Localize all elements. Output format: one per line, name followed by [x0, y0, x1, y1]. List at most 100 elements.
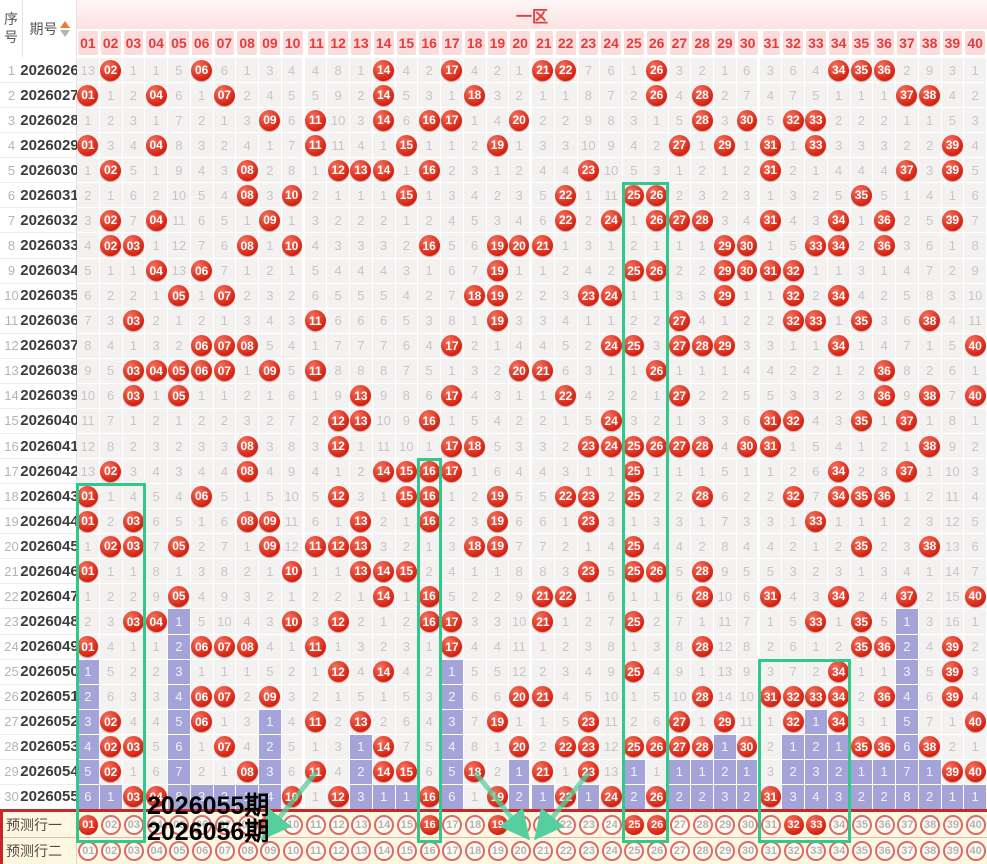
sort-asc-icon[interactable] — [59, 20, 70, 28]
prediction-number-18[interactable]: 18 — [465, 814, 486, 835]
prediction-number-03[interactable]: 03 — [123, 841, 144, 862]
prediction-number-07[interactable]: 07 — [214, 841, 235, 862]
prediction-number-19[interactable]: 19 — [487, 841, 508, 862]
prediction-number-05[interactable]: 05 — [169, 841, 190, 862]
prediction-number-08[interactable]: 08 — [237, 841, 258, 862]
prediction-number-14[interactable]: 14 — [374, 814, 395, 835]
prediction-number-20[interactable]: 20 — [510, 814, 531, 835]
prediction-number-39[interactable]: 39 — [942, 814, 963, 835]
prediction-number-06[interactable]: 06 — [192, 841, 213, 862]
miss-count-cell: 3 — [190, 133, 213, 158]
prediction-number-26[interactable]: 26 — [647, 841, 668, 862]
prediction-number-38[interactable]: 38 — [920, 841, 941, 862]
prediction-number-09[interactable]: 09 — [260, 841, 281, 862]
prediction-number-01[interactable]: 01 — [78, 841, 99, 862]
prediction-number-38[interactable]: 38 — [920, 814, 941, 835]
prediction-number-27[interactable]: 27 — [669, 814, 690, 835]
prediction-number-01[interactable]: 01 — [78, 814, 99, 835]
prediction-number-37[interactable]: 37 — [897, 841, 918, 862]
prediction-number-12[interactable]: 12 — [328, 841, 349, 862]
prediction-number-24[interactable]: 24 — [601, 841, 622, 862]
prediction-number-21[interactable]: 21 — [533, 841, 554, 862]
column-header-02: 02 — [100, 31, 121, 55]
prediction-number-37[interactable]: 37 — [897, 814, 918, 835]
prediction-number-10[interactable]: 10 — [283, 841, 304, 862]
prediction-number-02[interactable]: 02 — [101, 841, 122, 862]
prediction-number-29[interactable]: 29 — [715, 841, 736, 862]
prediction-number-07[interactable]: 07 — [214, 814, 235, 835]
prediction-number-05[interactable]: 05 — [169, 814, 190, 835]
prediction-number-28[interactable]: 28 — [692, 841, 713, 862]
prediction-number-25[interactable]: 25 — [624, 814, 645, 835]
prediction-number-17[interactable]: 17 — [442, 814, 463, 835]
prediction-number-18[interactable]: 18 — [465, 841, 486, 862]
prediction-number-35[interactable]: 35 — [851, 814, 872, 835]
prediction-number-23[interactable]: 23 — [578, 841, 599, 862]
prediction-number-11[interactable]: 11 — [305, 841, 326, 862]
prediction-number-40[interactable]: 40 — [965, 841, 986, 862]
prediction-number-36[interactable]: 36 — [874, 814, 895, 835]
prediction-number-21[interactable]: 21 — [533, 814, 554, 835]
prediction-number-17[interactable]: 17 — [442, 841, 463, 862]
drawn-number-cell: 22 — [554, 208, 577, 233]
miss-count-cell: 4 — [736, 534, 757, 559]
drawn-number-cell: 40 — [964, 759, 986, 784]
red-ball: 29 — [714, 260, 736, 282]
prediction-number-13[interactable]: 13 — [351, 814, 372, 835]
prediction-number-12[interactable]: 12 — [328, 814, 349, 835]
prediction-number-20[interactable]: 20 — [510, 841, 531, 862]
prediction-number-06[interactable]: 06 — [192, 814, 213, 835]
miss-count-cell: 3 — [873, 459, 895, 484]
red-ball: 21 — [532, 611, 554, 632]
prediction-number-30[interactable]: 30 — [738, 814, 759, 835]
prediction-number-11[interactable]: 11 — [305, 814, 326, 835]
prediction-number-31[interactable]: 31 — [760, 814, 781, 835]
prediction-number-04[interactable]: 04 — [146, 814, 167, 835]
prediction-number-34[interactable]: 34 — [829, 814, 850, 835]
prediction-number-03[interactable]: 03 — [123, 814, 144, 835]
prediction-number-32[interactable]: 32 — [783, 814, 804, 835]
red-ball: 07 — [213, 335, 235, 357]
prediction-number-31[interactable]: 31 — [760, 841, 781, 862]
miss-count-cell: 1 — [259, 233, 281, 258]
drawn-number-cell: 36 — [873, 358, 895, 383]
prediction-number-14[interactable]: 14 — [374, 841, 395, 862]
miss-count-cell: 1 — [372, 133, 395, 158]
prediction-number-28[interactable]: 28 — [692, 814, 713, 835]
prediction-number-30[interactable]: 30 — [738, 841, 759, 862]
prediction-number-16[interactable]: 16 — [419, 814, 440, 835]
prediction-number-40[interactable]: 40 — [965, 814, 986, 835]
prediction-number-33[interactable]: 33 — [806, 841, 827, 862]
prediction-number-29[interactable]: 29 — [715, 814, 736, 835]
prediction-number-36[interactable]: 36 — [874, 841, 895, 862]
miss-count-cell: 1 — [805, 258, 827, 283]
prediction-number-39[interactable]: 39 — [942, 841, 963, 862]
prediction-number-35[interactable]: 35 — [851, 841, 872, 862]
drawn-number-cell: 12 — [327, 158, 349, 183]
miss-count-cell: 2 — [236, 283, 258, 308]
sort-desc-icon[interactable] — [59, 29, 70, 37]
prediction-number-22[interactable]: 22 — [556, 841, 577, 862]
miss-count-cell: 10 — [213, 609, 236, 634]
prediction-number-10[interactable]: 10 — [283, 814, 304, 835]
miss-count-cell: 11 — [509, 634, 529, 659]
prediction-number-13[interactable]: 13 — [351, 841, 372, 862]
prediction-number-15[interactable]: 15 — [396, 841, 417, 862]
sort-control[interactable] — [59, 20, 70, 37]
prediction-number-33[interactable]: 33 — [806, 814, 827, 835]
prediction-number-22[interactable]: 22 — [556, 814, 577, 835]
prediction-number-32[interactable]: 32 — [783, 841, 804, 862]
prediction-number-24[interactable]: 24 — [601, 814, 622, 835]
prediction-number-26[interactable]: 26 — [647, 814, 668, 835]
prediction-number-08[interactable]: 08 — [237, 814, 258, 835]
prediction-number-27[interactable]: 27 — [669, 841, 690, 862]
red-ball: 27 — [668, 736, 690, 758]
prediction-number-04[interactable]: 04 — [146, 841, 167, 862]
prediction-number-19[interactable]: 19 — [487, 814, 508, 835]
prediction-number-23[interactable]: 23 — [578, 814, 599, 835]
miss-count-cell: 1 — [532, 709, 554, 734]
prediction-number-02[interactable]: 02 — [101, 814, 122, 835]
prediction-number-16[interactable]: 16 — [419, 841, 440, 862]
miss-count-cell: 6 — [213, 233, 236, 258]
prediction-number-15[interactable]: 15 — [396, 814, 417, 835]
